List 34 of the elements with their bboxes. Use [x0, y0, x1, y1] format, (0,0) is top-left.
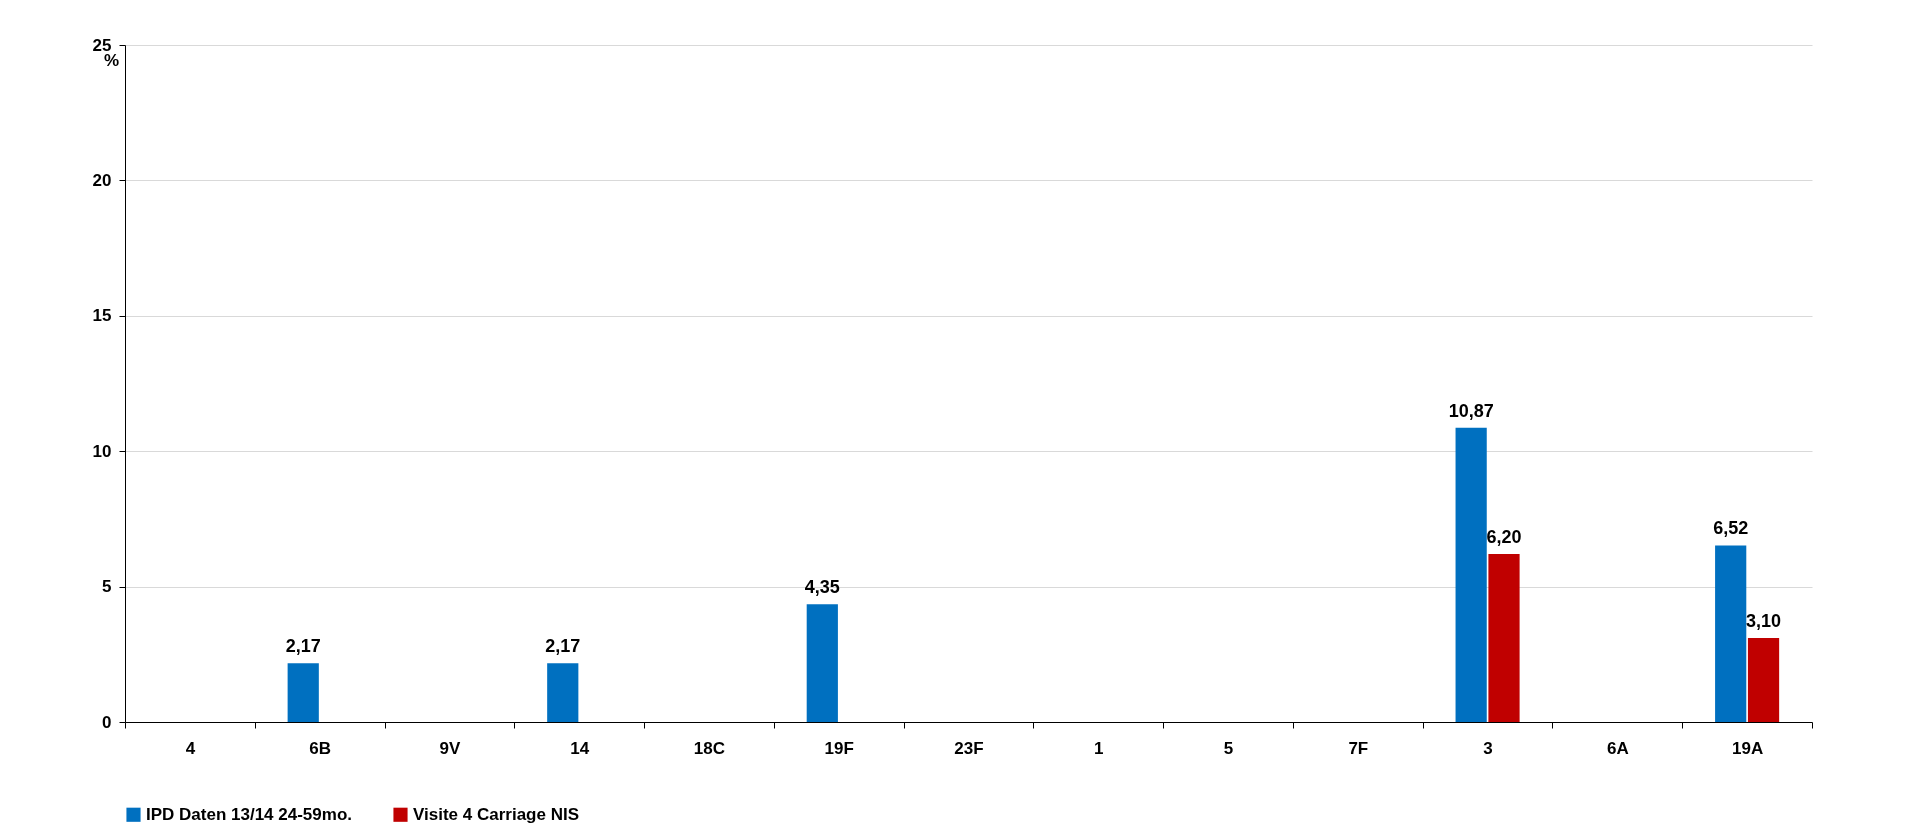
x-tick-label: 6B	[309, 738, 332, 758]
x-tick-label: 7F	[1348, 738, 1369, 758]
x-tick-label: 1	[1094, 738, 1104, 758]
x-tick-label: 18C	[693, 738, 726, 758]
bar	[1455, 427, 1487, 722]
y-tick-label: 5	[102, 577, 112, 597]
x-tick-label: 9V	[439, 738, 461, 758]
x-tick-label: 3	[1483, 738, 1493, 758]
bar	[1747, 638, 1780, 722]
legend-label: Visite 4 Carriage NIS	[413, 804, 579, 824]
bar	[806, 604, 838, 722]
y-tick-label: 15	[92, 306, 112, 326]
bar	[1715, 545, 1747, 722]
data-label: 6,20	[1486, 527, 1522, 548]
bar	[1488, 554, 1520, 722]
data-label: 2,17	[285, 636, 321, 657]
y-tick-label: 10	[92, 441, 112, 461]
data-label: 3,10	[1746, 611, 1782, 632]
y-tick-label: 20	[92, 170, 112, 190]
data-label: 4,35	[804, 577, 840, 598]
legend-label: IPD Daten 13/14 24-59mo.	[146, 804, 352, 824]
bar	[547, 663, 579, 722]
y-tick-label: 0	[102, 712, 112, 732]
x-tick-label: 19F	[824, 738, 854, 758]
data-label: 10,87	[1448, 400, 1494, 421]
data-label: 2,17	[545, 636, 581, 657]
x-tick-label: 5	[1223, 738, 1234, 758]
data-label: 6,52	[1713, 518, 1749, 539]
bar	[287, 663, 319, 722]
x-tick-label: 23F	[954, 738, 984, 758]
x-tick-label: 4	[185, 738, 196, 758]
x-tick-label: 19A	[1732, 738, 1764, 758]
x-tick-label: 6A	[1606, 738, 1629, 758]
x-tick-label: 14	[570, 738, 590, 758]
